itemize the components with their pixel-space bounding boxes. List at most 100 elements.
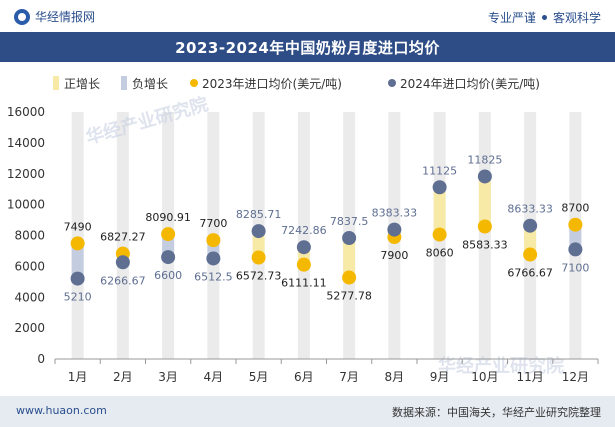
data-label-2024: 6512.5 xyxy=(194,270,233,283)
data-label-2024: 6600 xyxy=(154,269,182,282)
chart-title: 2023-2024年中国奶粉月度进口均价 xyxy=(175,38,440,57)
point-2024 xyxy=(70,271,85,286)
x-tick-label: 1月 xyxy=(68,370,88,384)
slogan-right: 客观科学 xyxy=(552,11,601,25)
point-2023 xyxy=(477,219,492,234)
axes: 0 2000 4000 6000 8000 10000 12000 14000 16000 1月 2… xyxy=(7,105,599,384)
x-tick-label: 6月 xyxy=(294,370,314,384)
column-band xyxy=(478,112,491,359)
point-2024 xyxy=(432,180,447,195)
legend-marker-2023 xyxy=(190,79,198,87)
y-tick-label: 8000 xyxy=(14,229,45,243)
column-band xyxy=(71,112,84,359)
legend-marker-2024 xyxy=(388,79,396,87)
data-label-2024: 7837.5 xyxy=(330,215,369,228)
data-label-2023: 8090.91 xyxy=(145,211,191,224)
y-tick-label: 12000 xyxy=(7,167,45,181)
x-tick-label: 8月 xyxy=(385,370,405,384)
data-points xyxy=(70,169,583,286)
point-2024 xyxy=(206,251,221,266)
data-label-2023: 6111.11 xyxy=(281,277,327,290)
data-label-2023: 7700 xyxy=(199,217,227,230)
x-tick-label: 11月 xyxy=(516,370,543,384)
legend-label-2023: 2023年进口均价(美元/吨) xyxy=(202,77,342,91)
title-bar: 2023-2024年中国奶粉月度进口均价 xyxy=(0,32,615,62)
x-tick-label: 4月 xyxy=(204,370,224,384)
point-2023 xyxy=(342,270,357,285)
point-2023 xyxy=(568,217,583,232)
footer: www.huaon.com 数据来源：中国海关，华经产业研究院整理 xyxy=(0,396,615,427)
point-2024 xyxy=(568,242,583,257)
point-2024 xyxy=(115,255,130,270)
point-2023 xyxy=(523,247,538,262)
data-label-2024: 11825 xyxy=(467,153,502,166)
x-tick-label: 10月 xyxy=(471,370,498,384)
point-2024 xyxy=(342,231,357,246)
positive-bar xyxy=(524,225,537,255)
legend: 正增长 负增长 2023年进口均价(美元/吨) 2024年进口均价(美元/吨) xyxy=(53,76,540,91)
point-2023 xyxy=(161,227,176,242)
data-label-2024: 11125 xyxy=(422,164,457,177)
legend-label-2024: 2024年进口均价(美元/吨) xyxy=(400,77,540,91)
data-label-2024: 8383.33 xyxy=(372,207,418,220)
data-label-2023: 6572.73 xyxy=(236,270,282,283)
top-bar: 华经情报网 专业严谨 客观科学 xyxy=(0,0,615,32)
y-tick-label: 14000 xyxy=(7,136,45,150)
watermark-text: 华经产业研究院 xyxy=(83,93,210,149)
y-tick-label: 6000 xyxy=(14,259,45,273)
data-label-2024: 7242.86 xyxy=(281,224,327,237)
point-2024 xyxy=(251,224,266,239)
x-tick-label: 12月 xyxy=(562,370,589,384)
slogan-left: 专业严谨 xyxy=(487,11,536,25)
brand-name: 华经情报网 xyxy=(35,10,96,24)
data-labels: 7490 5210 6827.27 6266.67 8090.91 6600 7700 651… xyxy=(64,153,590,303)
data-label-2023: 5277.78 xyxy=(326,290,372,303)
positive-bar xyxy=(433,187,446,235)
point-2024 xyxy=(387,222,402,237)
footer-source: 数据来源：中国海关，华经产业研究院整理 xyxy=(392,406,601,419)
y-tick-label: 4000 xyxy=(14,290,45,304)
data-label-2023: 8700 xyxy=(561,202,589,215)
point-2023 xyxy=(206,233,221,248)
x-tick-label: 3月 xyxy=(158,370,178,384)
data-label-2023: 7490 xyxy=(64,220,92,233)
legend-label-positive: 正增长 xyxy=(64,77,100,91)
legend-swatch-positive xyxy=(53,76,59,90)
point-2023 xyxy=(251,250,266,265)
point-2023 xyxy=(432,227,447,242)
column-band xyxy=(116,112,129,359)
data-label-2023: 8060 xyxy=(426,247,454,260)
x-tick-label: 5月 xyxy=(249,370,269,384)
data-label-2023: 7900 xyxy=(380,249,408,262)
data-label-2023: 6766.67 xyxy=(507,267,553,280)
footer-website[interactable]: www.huaon.com xyxy=(16,404,107,417)
data-label-2023: 6827.27 xyxy=(100,231,146,244)
data-label-2024: 8285.71 xyxy=(236,208,282,221)
legend-label-negative: 负增长 xyxy=(132,77,168,91)
x-tick-label: 2月 xyxy=(113,370,133,384)
data-label-2024: 7100 xyxy=(561,261,589,274)
point-2024 xyxy=(523,218,538,233)
column-band xyxy=(297,112,310,359)
slogan: 专业严谨 客观科学 xyxy=(488,9,601,26)
data-label-2024: 5210 xyxy=(64,291,92,304)
point-2023 xyxy=(70,236,85,251)
x-tick-label: 9月 xyxy=(430,370,450,384)
chart: 华经产业研究院 华经产业研究院 0 2000 4000 6000 8000 10000 12… xyxy=(7,76,599,384)
point-2023 xyxy=(296,257,311,272)
watermark-text: 华经产业研究院 xyxy=(438,355,564,377)
brand[interactable]: 华经情报网 xyxy=(14,8,95,25)
logo-icon xyxy=(14,8,30,25)
y-tick-label: 10000 xyxy=(7,198,45,212)
negative-bar xyxy=(71,243,84,279)
data-label-2024: 6266.67 xyxy=(100,274,146,287)
bullet-icon xyxy=(541,15,547,20)
positive-bar xyxy=(252,231,265,258)
x-tick-label: 7月 xyxy=(339,370,359,384)
data-label-2023: 8583.33 xyxy=(462,238,508,251)
data-label-2024: 8633.33 xyxy=(507,203,553,216)
y-tick-label: 0 xyxy=(37,352,45,366)
point-2024 xyxy=(477,169,492,184)
positive-bar xyxy=(478,176,491,227)
